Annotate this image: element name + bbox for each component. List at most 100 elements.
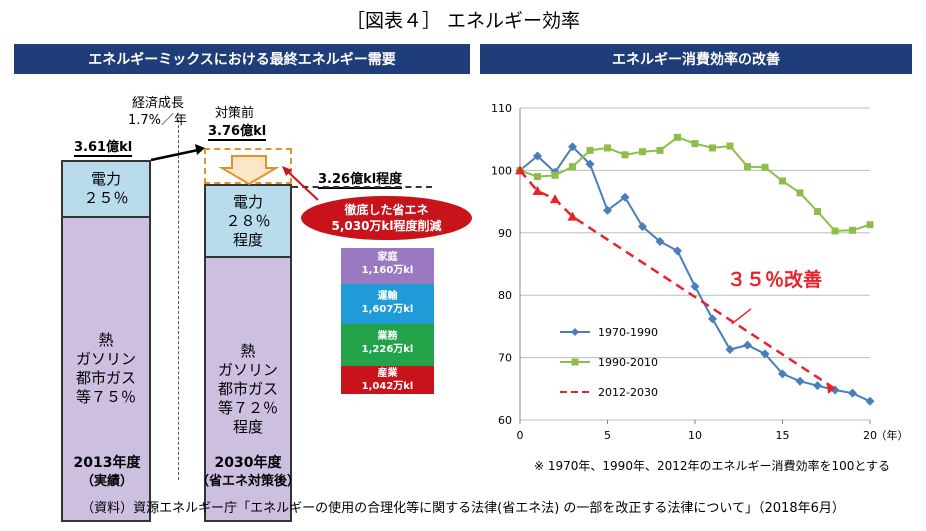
after-value: 3.26億kl程度 — [318, 168, 403, 189]
data-point — [532, 185, 543, 195]
y-tick-label: 90 — [498, 227, 512, 240]
bar2030-electricity: 電力 ２８％ 程度 — [206, 186, 290, 258]
data-point — [744, 163, 751, 171]
breakdown-transport-value: 1,607万kl — [361, 304, 414, 315]
data-point — [831, 227, 839, 235]
breakdown-transport: 運輸 1,607万kl — [341, 284, 434, 324]
savings-callout: 徹底した省エネ 5,030万kl程度削減 — [301, 196, 472, 240]
after-line — [292, 186, 432, 188]
data-point — [621, 151, 629, 159]
before-label: 対策前 — [215, 106, 255, 121]
data-point — [639, 148, 646, 156]
left-panel-header: エネルギーミックスにおける最終エネルギー需要 — [14, 44, 470, 74]
data-point — [569, 163, 576, 171]
data-point — [813, 381, 822, 391]
data-point — [551, 171, 559, 179]
bar2013-label: 2013年度 — [73, 455, 141, 471]
data-point — [567, 211, 578, 221]
data-point — [796, 189, 804, 197]
breakdown-business-name: 業務 — [377, 331, 398, 342]
growth-rate: 1.7%／年 — [128, 113, 188, 128]
x-tick-label: 20 — [863, 429, 877, 442]
data-point — [690, 281, 700, 291]
growth-label: 経済成長 — [132, 96, 185, 111]
bar2030-sub: （省エネ対策後） — [195, 474, 300, 489]
data-point — [691, 140, 699, 148]
data-point — [848, 388, 857, 398]
bar2013-total: 3.61億kl — [74, 136, 133, 157]
x-tick-label: 5 — [604, 429, 611, 442]
data-point — [865, 396, 875, 406]
x-tick-label: 10 — [688, 429, 702, 442]
legend-label: 1970-1990 — [598, 326, 658, 339]
left-panel: 3.61億kl 電力 ２５％ 熱 ガソリン 都市ガス 等７５％ 2013年度 （… — [0, 80, 470, 522]
data-point — [585, 159, 595, 169]
data-point — [620, 192, 630, 202]
left-arrows — [150, 144, 319, 201]
legend-label: 2012-2030 — [598, 386, 658, 399]
chart-note: ※ 1970年、1990年、2012年のエネルギー消費効率を100とする — [534, 459, 891, 473]
data-point — [866, 221, 874, 229]
breakdown-transport-name: 運輸 — [377, 291, 398, 302]
data-point — [673, 246, 682, 256]
data-point — [779, 177, 786, 185]
page-title: ［図表４］ エネルギー効率 — [345, 10, 581, 32]
breakdown-household: 家庭 1,160万kl — [341, 248, 434, 284]
data-point — [760, 349, 770, 359]
bar2030-label: 2030年度 — [214, 455, 282, 471]
data-point — [708, 314, 717, 324]
y-tick-label: 70 — [498, 352, 512, 365]
x-axis-unit: （年） — [876, 428, 909, 442]
breakdown-household-name: 家庭 — [377, 252, 398, 263]
breakdown-business: 業務 1,226万kl — [341, 324, 434, 366]
right-panel-header: エネルギー消費効率の改善 — [480, 44, 912, 74]
breakdown-industry-name: 産業 — [377, 368, 398, 379]
data-point — [603, 205, 612, 215]
breakdown-industry: 産業 1,042万kl — [341, 366, 434, 394]
data-point — [778, 369, 787, 379]
data-point — [814, 208, 821, 216]
data-point — [604, 144, 611, 152]
y-tick-label: 80 — [498, 289, 512, 302]
bar2013-heat: 熱 ガソリン 都市ガス 等７５％ — [63, 218, 149, 520]
data-point — [655, 237, 665, 247]
bar2013-electricity: 電力 ２５％ — [63, 162, 149, 218]
breakdown-industry-value: 1,042万kl — [361, 381, 414, 392]
data-point — [743, 340, 752, 350]
efficiency-chart: 60 70 80 90 100 110 0 5 10 15 20（年） 1970-1990 1990-2… — [491, 102, 909, 442]
legend-marker — [571, 358, 579, 366]
data-point — [568, 142, 577, 152]
data-point — [726, 142, 734, 150]
data-point — [533, 151, 542, 161]
bar2013-sub: （実績） — [80, 474, 133, 489]
x-tick-label: 15 — [776, 429, 790, 442]
y-tick-label: 110 — [491, 102, 512, 115]
data-point — [638, 222, 647, 232]
bar2030-heat: 熱 ガソリン 都市ガス 等７２％ 程度 — [206, 258, 290, 520]
improve-pointer — [731, 308, 752, 325]
data-point — [656, 146, 664, 154]
y-tick-label: 100 — [491, 164, 512, 177]
data-point — [827, 384, 835, 394]
breakdown-household-value: 1,160万kl — [361, 265, 414, 276]
y-tick-label: 60 — [498, 414, 512, 427]
data-point — [534, 173, 541, 181]
legend-marker — [571, 328, 579, 336]
source-footer: （資料）資源エネルギー庁「エネルギーの使用の合理化等に関する法律(省エネ法) の… — [81, 501, 845, 516]
data-point — [709, 144, 716, 152]
before-value: 3.76億kl — [208, 120, 267, 141]
data-point — [515, 165, 525, 175]
data-point — [586, 146, 594, 154]
breakdown-business-value: 1,226万kl — [361, 344, 414, 355]
data-point — [849, 226, 856, 234]
bar2013: 電力 ２５％ 熱 ガソリン 都市ガス 等７５％ — [61, 160, 151, 522]
legend-label: 1990-2010 — [598, 356, 658, 369]
data-point — [550, 194, 560, 204]
x-tick-label: 0 — [517, 429, 524, 442]
divider — [178, 120, 179, 480]
bar2030: 電力 ２８％ 程度 熱 ガソリン 都市ガス 等７２％ 程度 — [204, 184, 292, 522]
data-point — [795, 376, 805, 386]
improve-label: ３５％改善 — [727, 269, 823, 291]
data-point — [761, 163, 769, 171]
data-point — [725, 344, 735, 354]
